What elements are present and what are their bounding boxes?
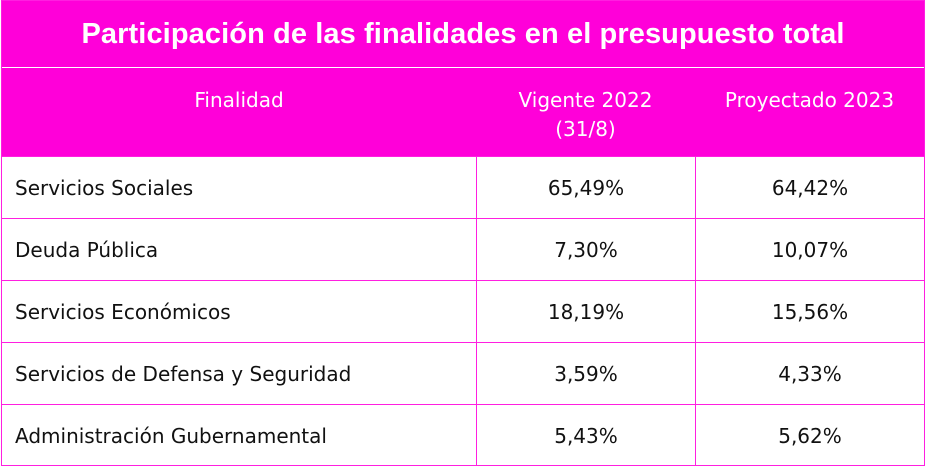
vigente-2022-value: 65,49% (476, 157, 695, 218)
proyectado-2023-value: 64,42% (695, 157, 924, 218)
vigente-2022-value: 3,59% (476, 343, 695, 404)
proyectado-2023-value: 5,62% (695, 405, 924, 466)
table-row: Servicios de Defensa y Seguridad 3,59% 4… (2, 342, 924, 404)
proyectado-2023-value: 10,07% (695, 219, 924, 280)
column-header-finalidad: Finalidad (194, 88, 284, 112)
proyectado-2023-value: 15,56% (695, 281, 924, 342)
finalidad-cell: Administración Gubernamental (15, 423, 327, 448)
table-row: Servicios Económicos 18,19% 15,56% (2, 280, 924, 342)
vigente-2022-value: 5,43% (476, 405, 695, 466)
finalidad-cell: Deuda Pública (15, 237, 159, 262)
table-header-row: Finalidad Vigente 2022 (31/8) Proyectado… (2, 68, 924, 156)
column-header-proyectado-2023: Proyectado 2023 (724, 88, 895, 112)
vigente-2022-value: 7,30% (476, 219, 695, 280)
table-row: Servicios Sociales 65,49% 64,42% (2, 156, 924, 218)
finalidad-cell: Servicios Sociales (15, 175, 194, 200)
column-header-vigente-2022: Vigente 2022 (31/8) (518, 88, 653, 141)
finalidad-cell: Servicios de Defensa y Seguridad (15, 361, 352, 386)
proyectado-2023-value: 4,33% (695, 343, 924, 404)
table-row: Deuda Pública 7,30% 10,07% (2, 218, 924, 280)
table-title-bar: Participación de las finalidades en el p… (2, 1, 924, 68)
finalidad-cell: Servicios Económicos (15, 299, 231, 324)
table-title: Participación de las finalidades en el p… (81, 17, 845, 50)
vigente-2022-value: 18,19% (476, 281, 695, 342)
table-row: Administración Gubernamental 5,43% 5,62% (2, 404, 924, 466)
